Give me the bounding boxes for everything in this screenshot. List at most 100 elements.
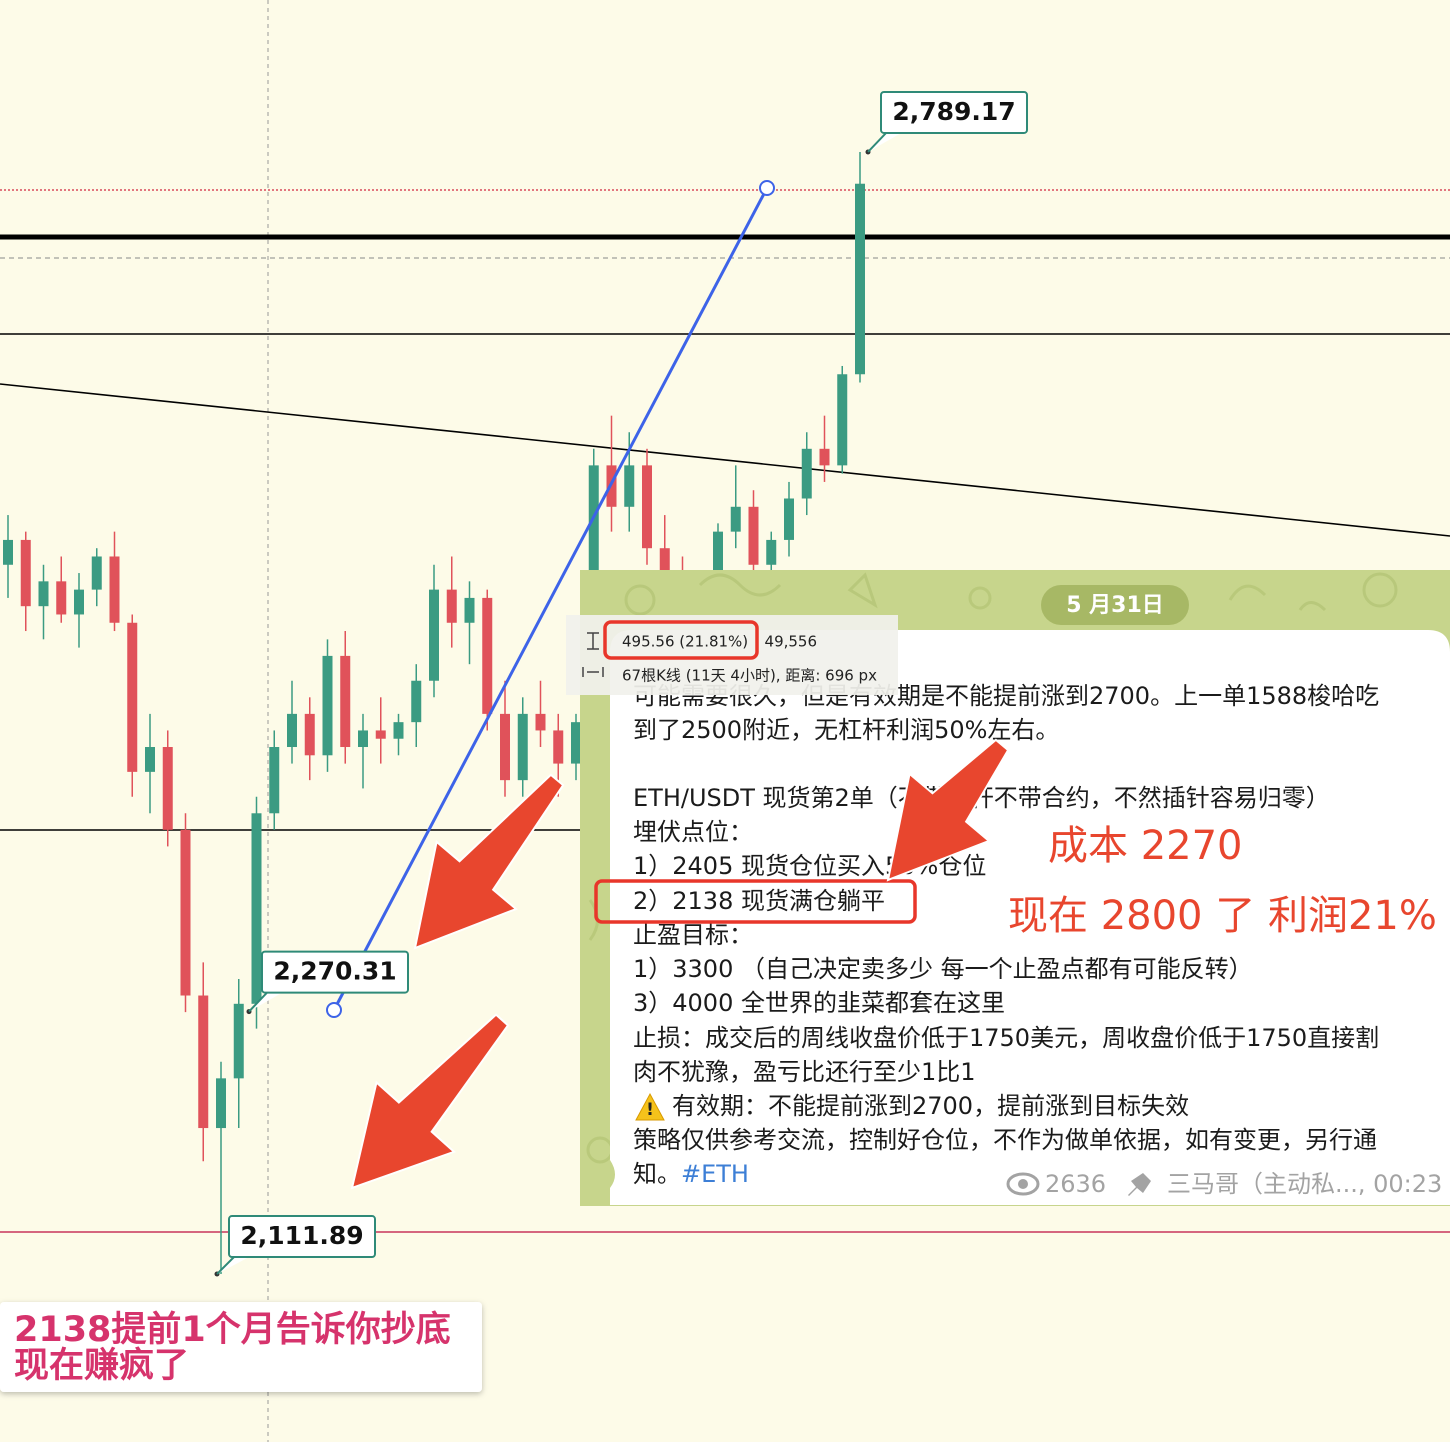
message-line: 2）2138 现货满仓躺平 — [633, 887, 885, 915]
candle-body — [287, 713, 297, 748]
candle-body — [784, 498, 794, 540]
message-line: 肉不犹豫，盈亏比还行至少1比1 — [633, 1058, 976, 1086]
warning-mark: ! — [646, 1100, 654, 1120]
candle-body — [713, 531, 723, 598]
candle-body — [91, 556, 102, 590]
author-time: 三马哥（主动私..., 00:23 — [1167, 1170, 1442, 1198]
candle-body — [180, 829, 191, 996]
date-pill — [1041, 585, 1189, 625]
arrow — [350, 1013, 510, 1190]
callout-pointer — [867, 130, 903, 153]
candle-body — [482, 597, 493, 714]
note-background — [0, 1302, 482, 1392]
arrow — [886, 738, 1010, 882]
message-line: 3）4000 全世界的韭菜都套在这里 — [633, 989, 1005, 1017]
candle-body — [322, 655, 333, 756]
candle-body — [446, 589, 457, 623]
candle-body — [517, 713, 528, 781]
candle-body — [198, 995, 209, 1129]
handle[interactable] — [326, 1002, 342, 1018]
profit-note: 现在 2800 了 利润21% — [1008, 893, 1437, 939]
candle-body — [233, 1003, 244, 1079]
candle-body — [127, 622, 138, 772]
candle-body — [837, 374, 848, 466]
highlight-box — [594, 879, 917, 924]
candle-body — [730, 506, 741, 532]
message-text: 可能需要很久，但是有效期是不能提前涨到2700。上一单1588梭哈吃到了2500… — [633, 682, 1379, 1188]
candles — [3, 151, 865, 1275]
message-line: 到了2500附近，无杠杆利润50%左右。 — [633, 716, 1059, 744]
arrow — [413, 773, 565, 950]
candle-body — [74, 589, 84, 615]
message-line: 止损：成交后的周线收盘价低于1750美元，周收盘价低于1750直接割 — [633, 1024, 1379, 1052]
arrows — [350, 738, 1010, 1190]
message-line: 止盈目标： — [633, 921, 753, 949]
candle-body — [38, 581, 49, 607]
candle-body — [20, 539, 31, 607]
text: 止损：成交后的周线收盘价低于1750美元，周收盘价低于1750直接割 — [633, 1024, 1379, 1052]
pin-icon — [1128, 1173, 1151, 1196]
icon — [587, 632, 599, 650]
text: 1）3300 （自己决定卖多少 每一个止盈点都有可能反转） — [633, 955, 1253, 983]
text: 策略仅供参考交流，控制好仓位，不作为做单依据，如有变更，另行通 — [633, 1126, 1377, 1154]
message-line: 策略仅供参考交流，控制好仓位，不作为做单依据，如有变更，另行通 — [633, 1126, 1377, 1154]
price-change: 495.56 (21.81%) — [622, 633, 748, 651]
candle-body — [624, 465, 635, 507]
measure-tooltip: 495.56 (21.81%) , 49,556 67根K线 (11天 4小时)… — [566, 615, 898, 695]
callout-label: 2,789.17 — [892, 97, 1015, 126]
candle-body — [109, 556, 120, 623]
message-bubble — [610, 630, 1450, 1205]
candle-body — [429, 589, 439, 681]
text: 止盈目标： — [633, 921, 753, 949]
candle-body — [393, 722, 404, 739]
callout-label: 2,270.31 — [273, 957, 396, 986]
candle-body — [340, 655, 351, 748]
bar-range: 67根K线 (11天 4小时), 距离: 696 px — [622, 667, 877, 685]
candle-body — [535, 713, 546, 731]
message-line: 埋伏点位： — [633, 818, 753, 846]
candle-body — [801, 448, 812, 499]
candle-body — [358, 730, 368, 748]
text: 肉不犹豫，盈亏比还行至少1比1 — [633, 1058, 976, 1086]
note-line: 现在赚疯了 — [14, 1346, 189, 1386]
price-callouts: 2,789.17 2,270.31 2,111.89 — [214, 90, 1028, 1277]
candle-body — [819, 448, 830, 466]
text: 有效期：不能提前涨到2700，提前涨到目标失效 — [672, 1092, 1189, 1120]
icon — [582, 667, 604, 677]
text: 3）4000 全世界的韭菜都套在这里 — [633, 989, 1005, 1017]
candle-body — [162, 747, 173, 830]
views: 2636 — [1045, 1170, 1106, 1198]
handle[interactable] — [759, 180, 775, 196]
candle-body — [3, 539, 13, 565]
candle-body — [659, 548, 670, 582]
candle-body — [269, 747, 280, 814]
trend-line — [0, 383, 1450, 537]
callout-pointer — [216, 1255, 251, 1275]
date: 5 月31日 — [1066, 593, 1164, 618]
callout-box — [261, 950, 409, 994]
views-icon — [1006, 1172, 1040, 1196]
hashtag[interactable]: #ETH — [681, 1160, 749, 1188]
message-line: 1）3300 （自己决定卖多少 每一个止盈点都有可能反转） — [633, 955, 1253, 983]
candle-body — [571, 722, 581, 764]
candle-body — [748, 506, 759, 565]
candle-body — [145, 747, 155, 772]
message-line: 有效期：不能提前涨到2700，提前涨到目标失效 — [672, 1092, 1189, 1120]
callout-box — [880, 90, 1028, 134]
text: 埋伏点位： — [633, 818, 753, 846]
cost-note: 成本 2270 — [1048, 823, 1243, 869]
candle-body — [216, 1078, 226, 1129]
text: 到了2500附近，无杠杆利润50%左右。 — [633, 716, 1059, 744]
callout-box — [228, 1215, 376, 1259]
tooltip-box — [566, 615, 898, 695]
candle-body — [855, 183, 865, 375]
text: 2）2138 现货满仓躺平 — [633, 887, 885, 915]
text: 知。 — [633, 1160, 681, 1188]
highlight-box — [603, 620, 759, 660]
candle-body — [766, 539, 777, 565]
message-line: 知。#ETH — [633, 1160, 749, 1188]
candle-body — [251, 813, 262, 1004]
candle-body — [411, 680, 422, 723]
